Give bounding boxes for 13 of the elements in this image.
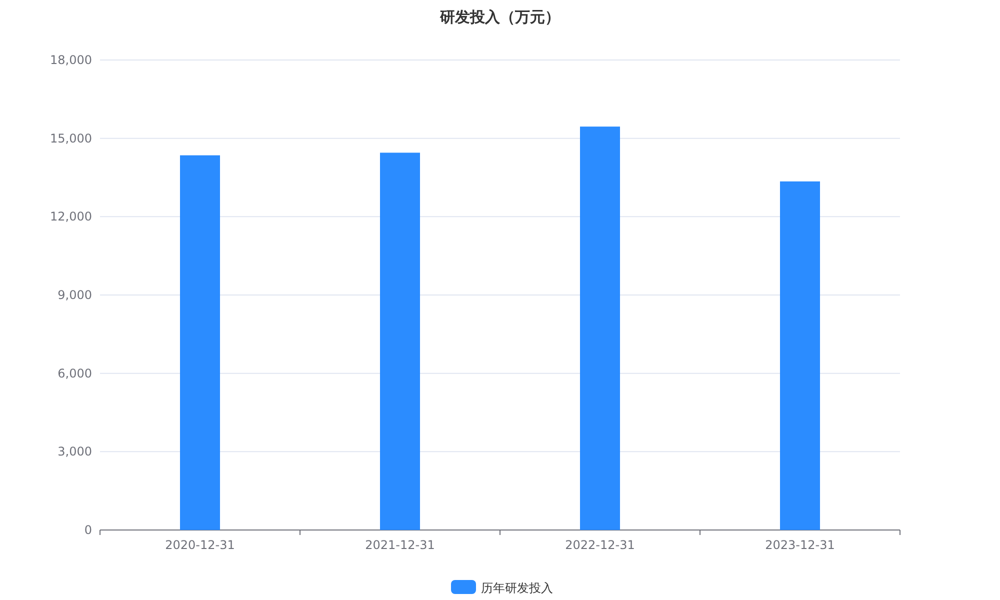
- legend-label: 历年研发投入: [481, 581, 553, 595]
- y-tick-label: 6,000: [58, 366, 92, 380]
- y-tick-label: 3,000: [58, 444, 92, 459]
- x-tick-label: 2020-12-31: [165, 538, 235, 552]
- chart-title: 研发投入（万元）: [439, 8, 560, 26]
- y-tick-label: 18,000: [50, 53, 92, 67]
- x-tick-label: 2023-12-31: [765, 538, 835, 552]
- y-tick-label: 0: [84, 523, 92, 537]
- y-tick-label: 15,000: [50, 131, 92, 146]
- y-tick-label: 12,000: [50, 210, 92, 224]
- x-tick-label: 2021-12-31: [365, 538, 435, 552]
- x-tick-label: 2022-12-31: [565, 538, 635, 552]
- y-tick-label: 9,000: [58, 288, 92, 302]
